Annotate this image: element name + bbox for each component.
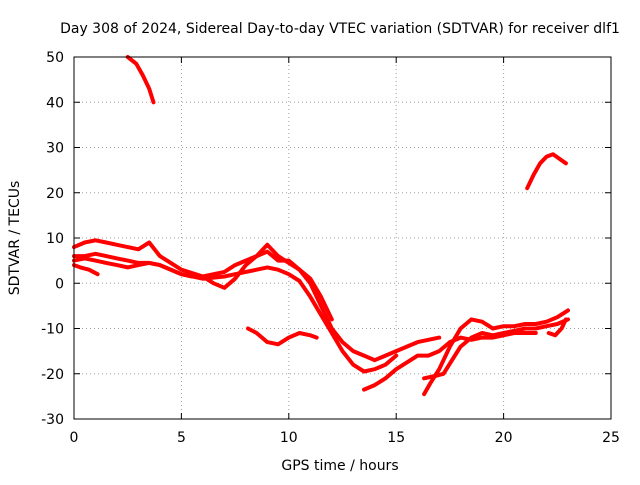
series-line-s3	[72, 263, 100, 277]
y-tick-label: 20	[46, 186, 64, 202]
chart-title: Day 308 of 2024, Sidereal Day-to-day VTE…	[60, 21, 620, 37]
series-line-s6	[72, 249, 442, 363]
series-line-s8	[362, 331, 538, 392]
y-tick-label: -20	[41, 367, 64, 383]
series-line-s1	[125, 55, 156, 105]
y-tick-label: 10	[46, 231, 64, 247]
y-tick-label: 0	[55, 276, 64, 292]
series-line-s9	[422, 308, 570, 397]
grid-layer	[74, 57, 611, 419]
series-line-s10	[422, 317, 570, 381]
series-line-s7	[246, 326, 319, 347]
x-tick-label: 15	[387, 430, 405, 446]
y-tick-label: -10	[41, 322, 64, 338]
y-tick-label: 50	[46, 50, 64, 66]
y-tick-label: 40	[46, 95, 64, 111]
x-tick-label: 0	[70, 430, 79, 446]
x-tick-label: 20	[495, 430, 513, 446]
series-layer	[72, 55, 570, 397]
x-tick-label: 5	[177, 430, 186, 446]
x-tick-label: 10	[280, 430, 298, 446]
x-tick-label: 25	[602, 430, 620, 446]
y-tick-label: -30	[41, 412, 64, 428]
tick-layer: 0 5 10 15 20 25 -30 -20 -10 0 10 20 30 40 50	[41, 50, 620, 446]
x-axis-label: GPS time / hours	[281, 458, 398, 474]
y-tick-label: 30	[46, 141, 64, 157]
series-line-s2	[525, 152, 568, 191]
series-line-s4	[72, 251, 399, 374]
y-axis-label: SDTVAR / TECUs	[7, 181, 23, 296]
series-line-s11	[546, 317, 568, 338]
